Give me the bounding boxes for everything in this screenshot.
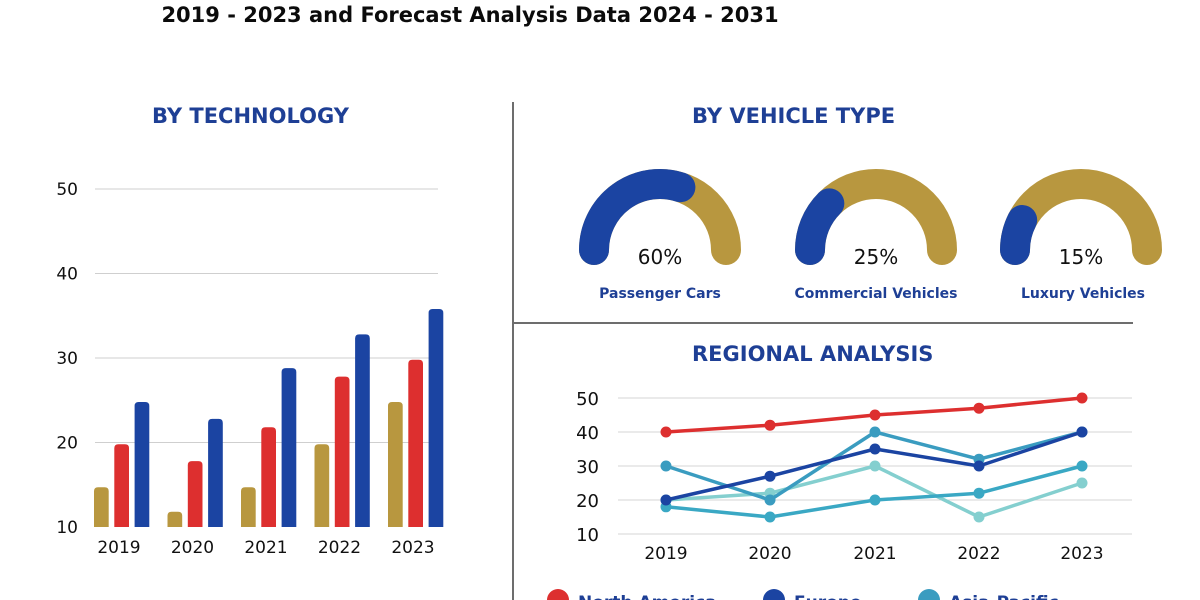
bar <box>241 487 256 527</box>
bar <box>355 334 370 527</box>
series-point <box>869 494 881 506</box>
bar-x-tick-label: 2023 <box>391 538 434 558</box>
bar <box>314 444 330 527</box>
series-point <box>1076 426 1088 438</box>
technology-bar-chart: 10 20 30 40 50 2019 2020 2021 2022 2023 <box>56 180 444 558</box>
series-line <box>665 464 1083 519</box>
line-x-tick-label: 2020 <box>748 544 791 564</box>
line-x-tick-label: 2022 <box>957 544 1000 564</box>
series-point <box>869 443 881 455</box>
series-point <box>869 426 881 438</box>
bar <box>334 376 350 527</box>
bar-x-tick-label: 2019 <box>97 538 140 558</box>
line-y-tick-label: 40 <box>576 423 599 444</box>
line-x-tick-label: 2019 <box>644 544 687 564</box>
bar <box>208 418 223 527</box>
series-point <box>660 494 672 506</box>
bar <box>114 444 129 527</box>
legend-label: Europe <box>794 593 861 600</box>
series-point <box>764 494 776 506</box>
series-point <box>764 470 776 482</box>
series-point <box>660 460 672 472</box>
legend-marker <box>547 589 569 600</box>
series-point <box>973 460 985 472</box>
line-x-tick-label: 2023 <box>1060 544 1103 564</box>
gauge-label: Commercial Vehicles <box>795 286 958 302</box>
horizontal-divider <box>513 322 1133 324</box>
series-point <box>973 511 985 523</box>
line-y-tick-label: 30 <box>576 457 599 478</box>
series-point <box>973 402 985 414</box>
line-y-tick-label: 20 <box>576 491 599 512</box>
bar-y-tick-label: 50 <box>56 180 78 200</box>
line-y-tick-label: 50 <box>576 389 599 410</box>
series-point <box>764 419 776 431</box>
series-point <box>869 460 881 472</box>
gauge-fill <box>1000 205 1038 265</box>
series-line <box>665 464 1083 519</box>
gauge-percent: 60% <box>638 245 682 269</box>
bar-y-tick-label: 20 <box>56 434 78 454</box>
bar <box>428 308 444 527</box>
bar-x-tick-label: 2020 <box>171 538 214 558</box>
line-y-tick-label: 10 <box>576 525 599 546</box>
series-point <box>869 409 881 421</box>
bar <box>94 487 109 527</box>
legend-marker <box>763 589 785 600</box>
section-title-vehicle-type: BY VEHICLE TYPE <box>692 104 896 128</box>
bar <box>261 427 276 527</box>
bar <box>167 511 183 527</box>
section-title-technology: BY TECHNOLOGY <box>152 104 349 128</box>
bar <box>134 401 150 527</box>
series-point <box>973 487 985 499</box>
page-title: 2019 - 2023 and Forecast Analysis Data 2… <box>161 3 779 27</box>
gauge-label: Luxury Vehicles <box>1021 286 1145 302</box>
series-point <box>1076 460 1088 472</box>
gauge-fill <box>795 188 845 265</box>
legend-label: North America <box>578 593 717 600</box>
bar-x-tick-label: 2022 <box>318 538 361 558</box>
bar <box>388 401 403 527</box>
gauge-label: Passenger Cars <box>599 286 721 302</box>
series-point <box>660 426 672 438</box>
legend-label: Asia-Pacific <box>949 593 1059 600</box>
gauge-percent: 25% <box>854 245 898 269</box>
bar <box>187 461 203 527</box>
bar-y-tick-label: 30 <box>56 349 78 369</box>
series-point <box>1076 477 1088 489</box>
series-point <box>764 511 776 523</box>
series-point <box>1076 392 1088 404</box>
bar-y-tick-label: 10 <box>56 518 78 538</box>
gauge-percent: 15% <box>1059 245 1103 269</box>
line-x-tick-label: 2021 <box>853 544 896 564</box>
bar-y-tick-label: 40 <box>56 265 78 285</box>
bar-x-tick-label: 2021 <box>244 538 287 558</box>
section-title-regional: REGIONAL ANALYSIS <box>692 342 934 366</box>
legend-marker <box>918 589 940 600</box>
gauge-fill <box>579 169 696 265</box>
bar <box>281 368 297 527</box>
bar <box>408 359 423 527</box>
vehicle-type-gauges: 60% Passenger Cars 25% Commercial Vehicles 1… <box>579 169 1162 302</box>
vertical-divider <box>512 102 514 600</box>
